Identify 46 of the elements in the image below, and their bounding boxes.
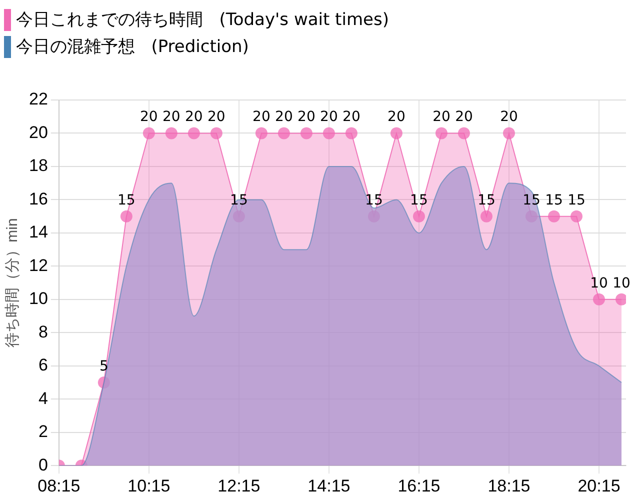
y-tick-label: 0 — [38, 455, 48, 474]
y-tick-label: 14 — [28, 222, 48, 242]
data-label: 15 — [568, 192, 586, 208]
y-axis-title: 待ち時間（分）min — [4, 218, 22, 348]
data-label: 15 — [118, 192, 136, 208]
data-label: 20 — [162, 109, 180, 126]
data-label: 20 — [185, 109, 203, 126]
y-tick-label: 12 — [28, 256, 48, 275]
x-tick-label: 08:15 — [38, 476, 80, 496]
data-label: 20 — [500, 109, 518, 126]
x-tick-label: 10:15 — [128, 476, 170, 496]
data-label: 15 — [545, 192, 563, 208]
x-tick-label: 14:15 — [308, 476, 350, 496]
data-label: 20 — [208, 109, 226, 126]
data-label: 20 — [388, 109, 406, 126]
y-tick-label: 22 — [28, 90, 48, 109]
data-label: 10 — [590, 275, 608, 292]
data-label: 15 — [478, 192, 496, 208]
y-tick-label: 8 — [38, 322, 48, 342]
data-label: 15 — [230, 192, 248, 208]
y-tick-label: 10 — [28, 289, 48, 308]
y-tick-label: 6 — [38, 356, 48, 375]
x-tick-label: 18:15 — [488, 476, 530, 496]
x-tick-label: 12:15 — [218, 476, 260, 496]
data-label: 20 — [432, 109, 450, 126]
y-tick-label: 4 — [38, 388, 48, 408]
x-tick-label: 16:15 — [398, 476, 440, 496]
data-label: 20 — [320, 109, 338, 126]
data-label: 10 — [612, 275, 630, 292]
data-label: 20 — [342, 109, 360, 126]
data-label: 20 — [252, 109, 270, 126]
data-label: 5 — [99, 358, 108, 375]
y-tick-label: 16 — [28, 189, 48, 208]
y-tick-label: 18 — [28, 156, 48, 176]
legend-label: 今日これまでの待ち時間 (Today's wait times) — [16, 9, 389, 31]
y-tick-label: 20 — [28, 122, 48, 142]
data-label: 15 — [522, 192, 540, 208]
data-label: 20 — [275, 109, 293, 126]
data-label: 15 — [410, 192, 428, 208]
data-label: 20 — [140, 109, 158, 126]
data-label: 20 — [298, 109, 316, 126]
data-label: 15 — [365, 192, 383, 208]
x-tick-label: 20:15 — [578, 476, 620, 496]
legend-label: 今日の混雑予想 (Prediction) — [16, 36, 249, 58]
y-tick-label: 2 — [38, 422, 48, 442]
data-label: 20 — [455, 109, 473, 126]
